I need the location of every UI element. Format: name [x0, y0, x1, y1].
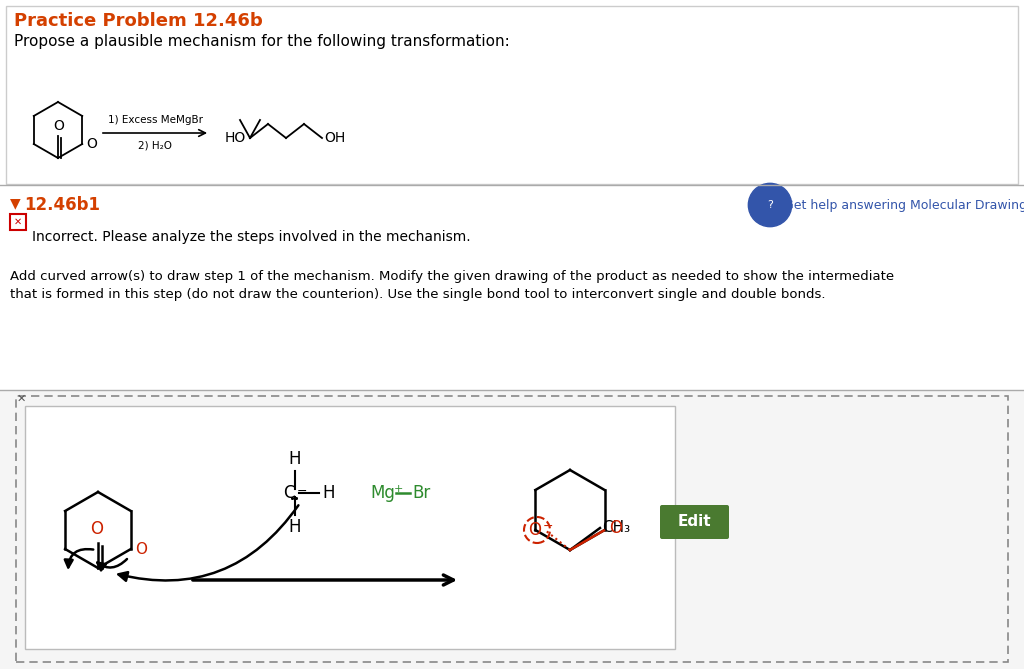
Text: O: O — [90, 520, 103, 538]
FancyArrowPatch shape — [65, 549, 93, 567]
Text: H: H — [289, 450, 301, 468]
Text: ?: ? — [767, 200, 773, 210]
Text: O: O — [86, 137, 97, 151]
Text: ✕: ✕ — [17, 394, 27, 404]
Text: Add curved arrow(s) to draw step 1 of the mechanism. Modify the given drawing of: Add curved arrow(s) to draw step 1 of th… — [10, 270, 894, 283]
Text: ▼: ▼ — [10, 196, 20, 210]
Text: −: − — [543, 520, 554, 533]
Bar — [0, 185, 1024, 390]
Text: O: O — [53, 119, 65, 133]
Text: ✕: ✕ — [14, 217, 23, 227]
Text: H: H — [322, 484, 335, 502]
Text: 12.46b1: 12.46b1 — [24, 196, 100, 214]
Bar — [25, 406, 675, 649]
Bar — [0, 0, 1024, 185]
Bar — [10, 214, 26, 230]
Text: −: − — [297, 485, 307, 498]
Text: O: O — [528, 521, 541, 539]
Text: that is formed in this step (do not draw the counterion). Use the single bond to: that is formed in this step (do not draw… — [10, 288, 825, 301]
Text: Propose a plausible mechanism for the following transformation:: Propose a plausible mechanism for the fo… — [14, 34, 510, 49]
Text: Incorrect. Please analyze the steps involved in the mechanism.: Incorrect. Please analyze the steps invo… — [32, 230, 471, 244]
Text: C: C — [284, 484, 295, 502]
Text: 1) Excess MeMgBr: 1) Excess MeMgBr — [108, 115, 203, 125]
Text: 2) H₂O: 2) H₂O — [138, 141, 172, 151]
Text: Get help answering Molecular Drawing questions.: Get help answering Molecular Drawing que… — [784, 199, 1024, 211]
Text: Practice Problem 12.46b: Practice Problem 12.46b — [14, 12, 263, 30]
Text: Br: Br — [412, 484, 430, 502]
Bar — [6, 6, 1018, 184]
Text: Mg: Mg — [370, 484, 395, 502]
Text: Edit: Edit — [678, 514, 712, 529]
Text: OH: OH — [324, 131, 345, 145]
Bar — [16, 396, 1008, 662]
Text: +: + — [394, 484, 403, 494]
Text: CH₃: CH₃ — [602, 520, 630, 535]
Text: HO: HO — [225, 131, 246, 145]
FancyArrowPatch shape — [119, 505, 298, 581]
FancyArrowPatch shape — [97, 559, 127, 571]
Text: H: H — [289, 518, 301, 536]
Text: O: O — [608, 519, 622, 537]
FancyBboxPatch shape — [660, 505, 729, 539]
Text: O: O — [135, 541, 146, 557]
Bar — [0, 390, 1024, 669]
